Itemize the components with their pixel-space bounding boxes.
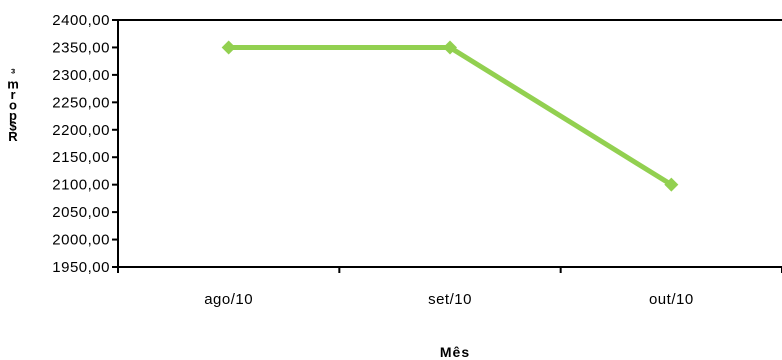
y-tick-label: 2100,00 [52,177,110,194]
x-tick-label: set/10 [428,291,472,308]
y-tick-label: 2300,00 [52,67,110,84]
y-tick-label: 2400,00 [52,12,110,29]
y-axis: 1950,00 2000,00 2050,00 2100,00 2150,00 2200,… [52,12,118,276]
plot-area-border [117,19,782,268]
y-axis-title-char: o [9,98,17,113]
y-tick-label: 2350,00 [52,39,110,56]
data-point [443,40,457,55]
x-axis-title: Mês [440,344,470,360]
y-axis-title-char: $ [9,119,17,134]
data-point [221,40,236,55]
y-axis-title-char: m [7,77,19,92]
data-point [664,177,679,192]
y-tick-label: 2050,00 [52,204,110,221]
series-line [228,44,673,187]
x-tick-label: out/10 [649,291,694,308]
y-axis-title-char: r [10,87,15,102]
y-tick-label: 2150,00 [52,149,110,166]
series-layer [221,40,679,192]
y-tick-label: 2000,00 [52,232,110,249]
x-tick-label: ago/10 [204,291,253,308]
x-axis: ago/10 set/10 out/10 [117,267,782,308]
y-tick-label: 1950,00 [52,259,110,276]
y-axis-title-char: R [8,129,18,144]
y-axis-title-char: ³ [11,66,16,81]
y-tick-label: 2250,00 [52,94,110,111]
y-axis-title-char: p [9,108,17,123]
y-tick-label: 2200,00 [52,122,110,139]
plot-area [117,19,782,268]
